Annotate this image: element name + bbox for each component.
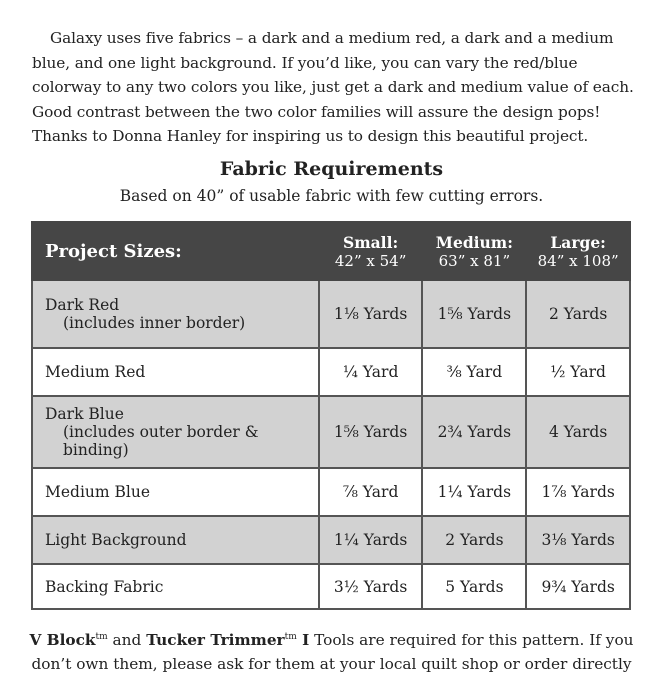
yardage-cell: ½ Yard bbox=[525, 347, 631, 397]
yardage-cell: 1¼ Yards bbox=[317, 515, 424, 565]
trademark: tm bbox=[95, 632, 108, 642]
table-row: Dark Blue (includes outer border & bindin… bbox=[31, 395, 631, 469]
text: Tools are required for this pattern. If … bbox=[309, 631, 634, 650]
yardage-cell: 1⅝ Yards bbox=[317, 395, 424, 469]
yardage-cell: 3½ Yards bbox=[317, 563, 424, 610]
fabric-name-cell: Dark Red (includes inner border) bbox=[31, 279, 320, 349]
fabric-name-cell: Light Background bbox=[31, 515, 320, 565]
table-row: Light Background 1¼ Yards 2 Yards 3⅛ Yards bbox=[31, 515, 631, 565]
fabric-name-cell: Medium Blue bbox=[31, 467, 320, 517]
tool-name: Tucker Trimmer bbox=[146, 631, 285, 650]
size-name: Small: bbox=[343, 232, 399, 252]
fabric-name: Light Background bbox=[45, 531, 187, 549]
yardage-cell: 1¼ Yards bbox=[421, 467, 528, 517]
fabric-name: Medium Blue bbox=[45, 483, 151, 501]
trademark: tm bbox=[284, 632, 297, 642]
size-dimensions: 84” x 108” bbox=[537, 251, 619, 270]
yardage-cell: 1⅞ Yards bbox=[525, 467, 631, 517]
fabric-name: Backing Fabric bbox=[45, 577, 164, 596]
size-dimensions: 42” x 54” bbox=[334, 251, 407, 270]
fabric-name: Dark Red bbox=[45, 296, 120, 314]
yardage-cell: 3⅛ Yards bbox=[525, 515, 631, 565]
header-size-small: Small: 42” x 54” bbox=[317, 221, 424, 281]
yardage-cell: 2 Yards bbox=[421, 515, 528, 565]
header-size-medium: Medium: 63” x 81” bbox=[421, 221, 528, 281]
fabric-name-cell: Backing Fabric bbox=[31, 563, 320, 610]
yardage-cell: 2 Yards bbox=[525, 279, 631, 349]
yardage-cell: 9¾ Yards bbox=[525, 563, 631, 610]
yardage-cell: ⅜ Yard bbox=[421, 347, 528, 397]
yardage-cell: 2¾ Yards bbox=[421, 395, 528, 469]
yardage-cell: 1⅛ Yards bbox=[317, 279, 424, 349]
yardage-cell: 5 Yards bbox=[421, 563, 528, 610]
section-title: Fabric Requirements bbox=[219, 158, 444, 180]
size-name: Medium: bbox=[435, 232, 513, 252]
yardage-cell: ⅞ Yard bbox=[317, 467, 424, 517]
fabric-note: (includes inner border) bbox=[63, 314, 246, 332]
yardage-cell: ¼ Yard bbox=[317, 347, 424, 397]
table-row: Dark Red (includes inner border) 1⅛ Yards 1… bbox=[31, 279, 631, 349]
yardage-cell: 4 Yards bbox=[525, 395, 631, 469]
yardage-cell: 1⅝ Yards bbox=[421, 279, 528, 349]
text: don’t own them, please ask for them at y… bbox=[31, 655, 632, 674]
table-row: Backing Fabric 3½ Yards 5 Yards 9¾ Yards bbox=[31, 563, 631, 610]
fabric-note: (includes outer border & binding) bbox=[63, 423, 259, 459]
tool-name-suffix: I bbox=[296, 631, 310, 650]
fabric-name-cell: Medium Red bbox=[31, 347, 320, 397]
fabric-requirements-table: Project Sizes: Small: 42” x 54” Medium: 63… bbox=[31, 221, 631, 610]
table-row: Medium Blue ⅞ Yard 1¼ Yards 1⅞ Yards bbox=[31, 467, 631, 517]
tools-note: V Blocktm and Tucker Trimmertm I Tools a… bbox=[0, 625, 663, 676]
intro-paragraph: Galaxy uses five fabrics – a dark and a … bbox=[32, 29, 634, 145]
text: and bbox=[107, 631, 147, 650]
size-dimensions: 63” x 81” bbox=[438, 251, 511, 270]
table-row: Medium Red ¼ Yard ⅜ Yard ½ Yard bbox=[31, 347, 631, 397]
section-subtitle: Based on 40” of usable fabric with few c… bbox=[119, 187, 544, 205]
fabric-name: Medium Red bbox=[45, 363, 146, 381]
tool-name: V Block bbox=[29, 631, 96, 650]
size-name: Large: bbox=[550, 232, 606, 252]
table-header-row: Project Sizes: Small: 42” x 54” Medium: 63… bbox=[31, 221, 631, 281]
header-size-large: Large: 84” x 108” bbox=[525, 221, 631, 281]
fabric-name-cell: Dark Blue (includes outer border & bindin… bbox=[31, 395, 320, 469]
fabric-name: Dark Blue bbox=[45, 405, 124, 423]
header-project-sizes: Project Sizes: bbox=[31, 221, 320, 281]
